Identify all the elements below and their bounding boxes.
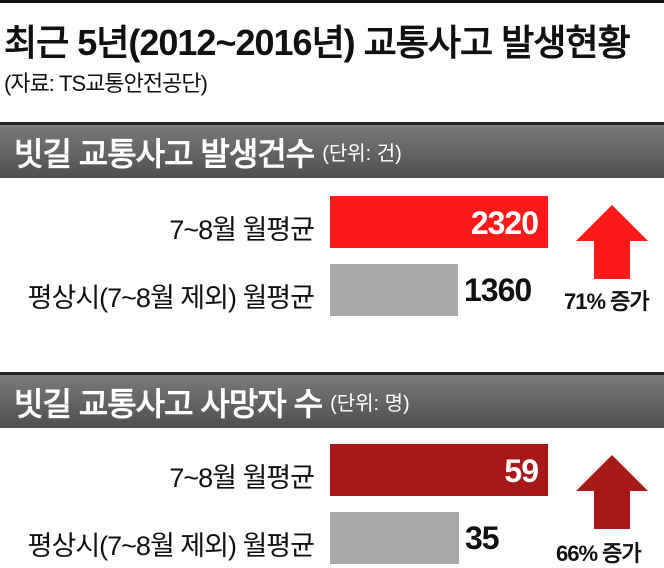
arrow-up-icon: [576, 205, 648, 279]
change-label-deaths: 66% 증가: [556, 536, 642, 568]
change-label-accidents: 71% 증가: [564, 284, 650, 316]
change-text-accidents: 증가: [610, 289, 649, 314]
value-label-deaths-peak: 59: [504, 453, 539, 489]
section-title-deaths: 빗길 교통사고 사망자 수: [14, 385, 323, 422]
category-label-peak-deaths: 7~8월 월평균: [169, 463, 315, 493]
category-label-normal-deaths: 평상시(7~8월 제외) 월평균: [27, 531, 315, 561]
value-label-accidents-peak: 2320: [470, 205, 539, 241]
top-rule: [0, 0, 664, 3]
section-unit-accidents: (단위: 건): [322, 143, 402, 165]
change-percent-deaths: 66%: [556, 541, 598, 566]
section-header-deaths: 빗길 교통사고 사망자 수 (단위: 명): [0, 372, 664, 428]
section-unit-deaths: (단위: 명): [330, 393, 410, 415]
page-title: 최근 5년(2012~2016년) 교통사고 발생현황: [4, 22, 631, 63]
bar-accidents-peak: [330, 196, 548, 248]
section-header-accidents: 빗길 교통사고 발생건수 (단위: 건): [0, 122, 664, 178]
source-note: (자료: TS교통안전공단): [4, 71, 208, 96]
bar-accidents-normal: [330, 264, 458, 316]
change-text-deaths: 증가: [602, 541, 641, 566]
bar-deaths-peak: [330, 444, 548, 496]
category-label-peak-accidents: 7~8월 월평균: [169, 215, 315, 245]
category-label-normal-accidents: 평상시(7~8월 제외) 월평균: [27, 283, 315, 313]
value-label-accidents-normal: 1360: [464, 272, 532, 308]
arrow-up-icon: [576, 455, 648, 529]
section-title-accidents: 빗길 교통사고 발생건수: [14, 135, 315, 172]
change-percent-accidents: 71%: [564, 289, 606, 314]
bar-deaths-normal: [330, 512, 459, 564]
value-label-deaths-normal: 35: [465, 520, 500, 556]
